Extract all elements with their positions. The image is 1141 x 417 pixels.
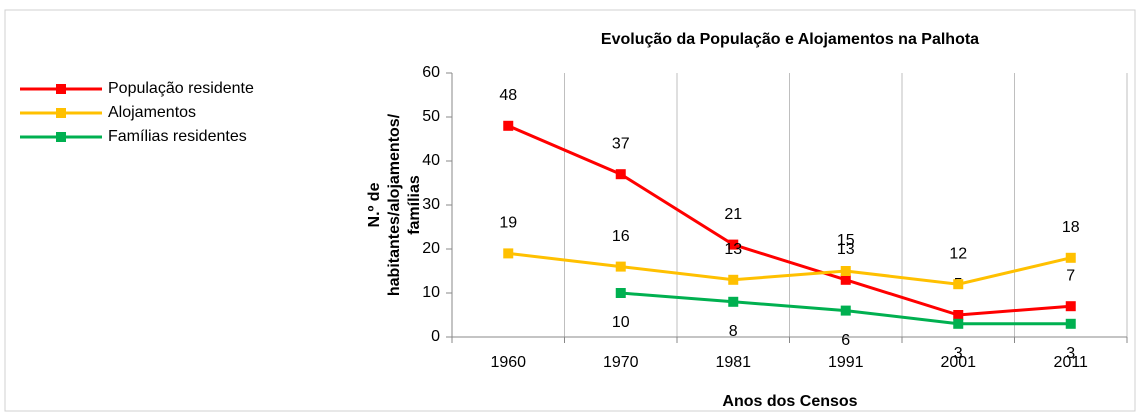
marker [615,261,626,272]
legend-marker [56,108,66,118]
data-label: 12 [949,245,967,262]
marker [953,279,964,290]
y-tick-label: 50 [422,108,440,125]
marker [840,266,851,276]
series-line [507,124,1071,317]
y-tick-label: 40 [422,152,440,169]
marker [953,310,964,320]
y-tick-label: 20 [422,240,440,257]
marker [1065,252,1076,263]
data-label: 48 [499,87,517,104]
legend-marker [56,132,66,142]
marker [503,248,514,259]
data-label: 6 [841,332,850,349]
legend-marker [56,84,66,94]
marker [728,296,739,307]
marker [615,169,626,180]
series-line [508,251,1072,286]
y-axis-label-line: N.º de [366,182,383,227]
data-label: 18 [1062,219,1080,236]
legend-label: Alojamentos [108,104,196,121]
x-tick-label: 2011 [1054,354,1089,371]
marker [1065,318,1076,329]
data-label: 21 [724,206,742,223]
y-tick-label: 10 [422,284,440,301]
data-label: 15 [837,232,855,249]
x-tick-label: 1981 [715,354,751,371]
marker [728,239,739,250]
marker [953,318,964,329]
data-label: 3 [954,345,963,362]
marker [728,274,739,285]
marker [1065,301,1076,312]
marker [615,288,626,298]
chart-title: Evolução da População e Alojamentos na P… [601,31,979,48]
y-tick-label: 0 [431,328,440,345]
y-tick-label: 60 [422,64,440,81]
data-label: 10 [612,314,630,331]
legend-label: População residente [108,80,254,97]
data-label: 13 [724,241,742,258]
marker [840,305,851,316]
data-label: 19 [499,215,517,232]
x-tick-label: 1991 [828,354,864,371]
marker [840,274,851,285]
legend-label: Famílias residentes [108,128,247,145]
data-label: 7 [1066,267,1075,284]
marker [503,120,514,131]
y-axis-label-line: famílias [406,175,423,235]
chart-border [4,9,1136,412]
data-label: 8 [729,323,738,340]
data-label: 37 [612,135,630,152]
x-tick-label: 1970 [603,354,639,371]
data-label: 3 [1066,345,1075,362]
x-tick-label: 1960 [490,354,526,371]
y-axis-label: N.º de habitantes/alojamentos/famílias [366,113,423,296]
data-label: 16 [612,228,630,245]
y-axis-label-line: habitantes/alojamentos/ [386,113,403,296]
data-label: 13 [837,241,855,258]
x-tick-label: 2001 [940,354,976,371]
x-axis-label: Anos dos Censos [722,393,857,410]
y-tick-label: 30 [422,196,440,213]
